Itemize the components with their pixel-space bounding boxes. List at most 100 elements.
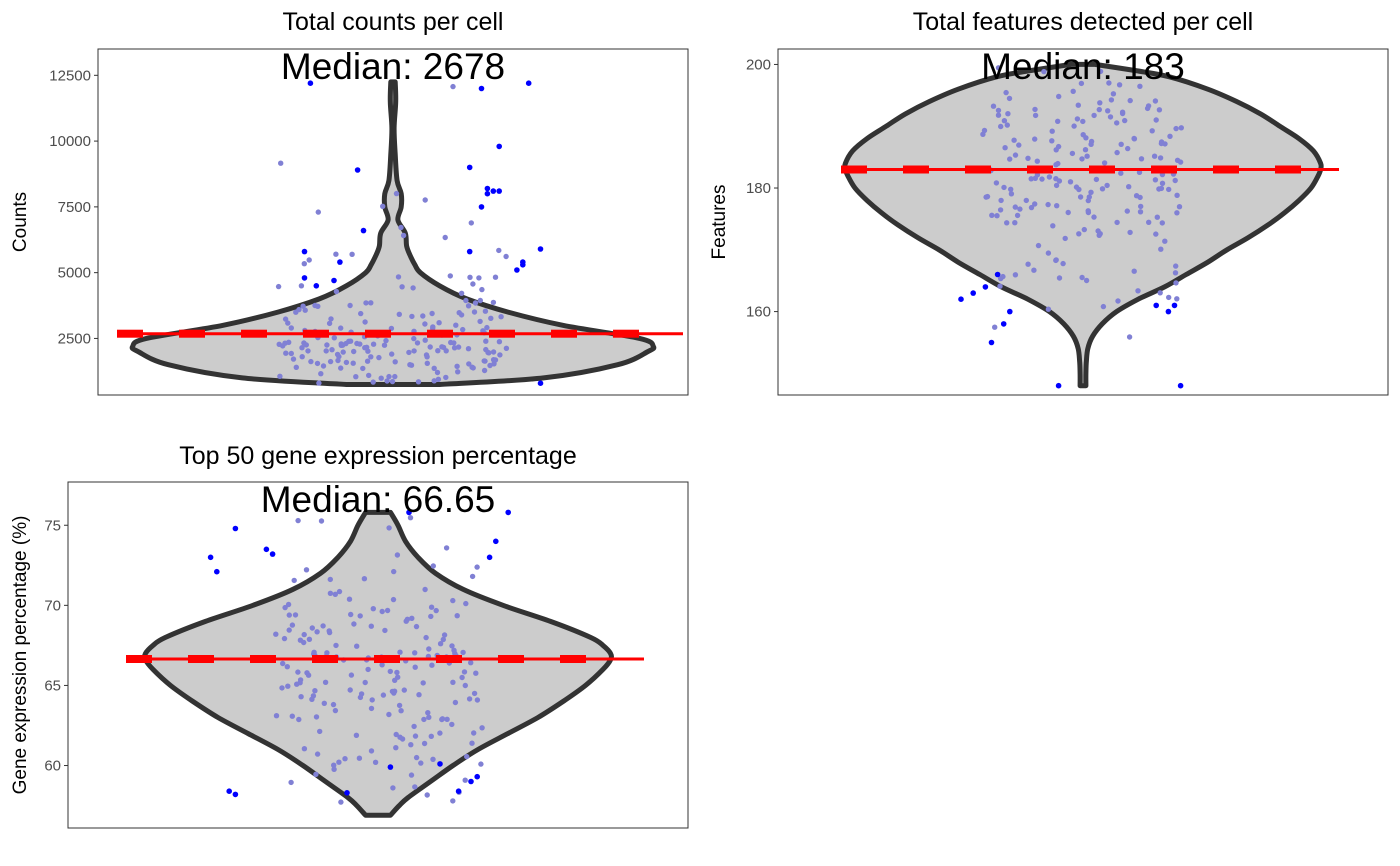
cell-point	[1053, 182, 1060, 189]
cell-point	[1075, 102, 1082, 108]
cell-point	[1108, 97, 1115, 103]
outlier-point	[232, 525, 239, 532]
cell-point	[1138, 203, 1144, 210]
cell-point	[436, 320, 442, 326]
cell-point	[408, 772, 415, 778]
cell-point	[362, 679, 368, 686]
cell-point	[284, 664, 290, 670]
cell-point	[354, 643, 360, 649]
cell-point	[474, 697, 481, 703]
cell-point	[1115, 298, 1121, 304]
median-dash	[1275, 165, 1301, 174]
cell-point	[440, 636, 446, 643]
violin-layer	[842, 61, 1324, 389]
median-dash	[436, 655, 462, 663]
cell-point	[1093, 176, 1100, 183]
cell-point	[455, 369, 461, 375]
outlier-point	[514, 267, 520, 273]
outlier-point	[478, 204, 485, 210]
cell-point	[1069, 150, 1076, 157]
cell-point	[332, 707, 339, 714]
cell-point	[1032, 175, 1039, 181]
cell-point	[321, 700, 327, 706]
outlier-point	[496, 188, 503, 194]
cell-point	[993, 180, 1000, 186]
cell-point	[329, 347, 335, 353]
violin-layer	[142, 509, 614, 818]
cell-point	[463, 297, 469, 304]
cell-point	[273, 631, 279, 637]
cell-point	[398, 708, 404, 714]
cell-point	[1050, 223, 1056, 229]
cell-point	[280, 660, 286, 667]
cell-point	[358, 310, 364, 317]
cell-point	[361, 576, 368, 582]
outlier-point	[520, 262, 526, 268]
cell-point	[381, 342, 388, 348]
cell-point	[989, 212, 995, 218]
cell-point	[1004, 122, 1010, 128]
cell-point	[435, 376, 442, 382]
outlier-point	[468, 778, 474, 785]
cell-point	[1116, 82, 1123, 88]
cell-point	[1000, 273, 1006, 280]
cell-point	[496, 339, 503, 345]
cell-point	[336, 588, 343, 595]
cell-point	[298, 694, 304, 700]
outlier-point	[437, 761, 443, 767]
cell-point	[362, 345, 368, 351]
cell-point	[466, 361, 472, 367]
cell-point	[1105, 108, 1111, 114]
cell-point	[1077, 194, 1084, 200]
cell-point	[346, 596, 353, 602]
cell-point	[420, 313, 426, 319]
cell-point	[423, 634, 429, 641]
cell-point	[364, 358, 371, 364]
cell-point	[1097, 68, 1104, 75]
cell-point	[336, 353, 342, 360]
cell-point	[291, 577, 297, 584]
cell-point	[407, 515, 414, 521]
cell-point	[429, 662, 435, 668]
cell-point	[1124, 208, 1131, 214]
cell-point	[1131, 268, 1137, 274]
cell-point	[1012, 204, 1018, 210]
cell-point	[301, 340, 307, 346]
y-tick-label: 75	[44, 517, 61, 534]
cell-point	[286, 612, 292, 618]
outlier-point	[354, 167, 361, 173]
cell-point	[451, 647, 457, 653]
cell-point	[416, 692, 422, 698]
cell-point	[1011, 137, 1017, 143]
cell-point	[1056, 93, 1062, 100]
cell-point	[1046, 174, 1053, 180]
violin-shape	[842, 61, 1324, 389]
cell-point	[1162, 141, 1168, 147]
cell-point	[1104, 182, 1110, 189]
y-tick-label: 10000	[49, 133, 91, 150]
cell-point	[428, 613, 434, 620]
median-dash	[1089, 165, 1115, 174]
cell-point	[1166, 294, 1172, 301]
cell-point	[990, 103, 997, 109]
cell-point	[299, 345, 305, 351]
median-dash	[1213, 165, 1239, 174]
median-layer	[117, 329, 683, 338]
cell-point	[1149, 128, 1155, 134]
cell-point	[1158, 246, 1164, 252]
median-dash	[179, 329, 205, 338]
cell-point	[354, 340, 360, 347]
cell-point	[462, 682, 468, 689]
cell-point	[460, 326, 466, 333]
outlier-point	[1055, 382, 1062, 389]
cell-point	[412, 733, 419, 739]
cell-point	[1153, 231, 1159, 237]
cell-point	[368, 354, 374, 360]
cell-point	[409, 615, 415, 621]
cell-point	[366, 372, 372, 379]
cell-point	[997, 283, 1003, 289]
cell-point	[471, 730, 477, 736]
cell-point	[1176, 204, 1183, 210]
outlier-point	[988, 339, 995, 346]
median-dash	[117, 329, 143, 338]
